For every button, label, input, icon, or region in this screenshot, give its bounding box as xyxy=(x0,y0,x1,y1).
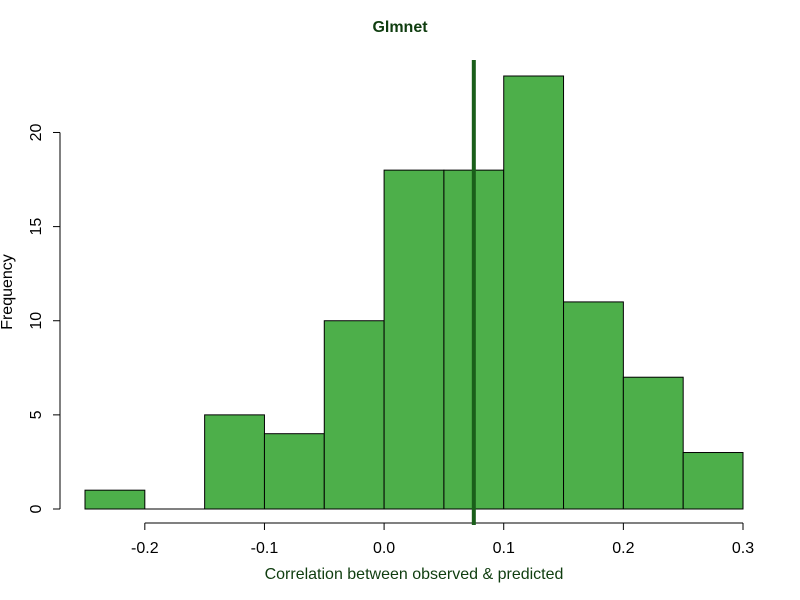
y-tick-label: 5 xyxy=(28,410,45,419)
y-axis: 0 5 10 15 20 xyxy=(28,123,61,513)
chart-title: Glmnet xyxy=(372,19,428,36)
histogram-bar xyxy=(204,414,265,510)
y-tick-label: 0 xyxy=(28,504,45,513)
bars-group xyxy=(84,75,744,510)
x-axis-label: Correlation between observed & predicted xyxy=(264,566,564,583)
x-tick-label: 0.1 xyxy=(493,540,515,557)
histogram-bar xyxy=(84,489,146,510)
histogram-bar xyxy=(622,376,684,510)
x-axis: -0.2 -0.1 0.0 0.1 0.2 0.3 xyxy=(131,522,754,557)
x-tick-label: -0.1 xyxy=(251,540,279,557)
histogram-bar xyxy=(323,320,385,510)
histogram-bar xyxy=(682,452,744,510)
x-tick-label: 0.2 xyxy=(612,540,634,557)
y-tick-label: 20 xyxy=(28,123,45,141)
x-tick-label: 0.3 xyxy=(732,540,754,557)
histogram-bar xyxy=(563,301,624,510)
histogram-bar xyxy=(263,433,325,510)
histogram-bar xyxy=(383,169,445,510)
x-tick-label: -0.2 xyxy=(131,540,159,557)
x-tick-label: 0.0 xyxy=(373,540,395,557)
y-axis-label: Frequency xyxy=(0,254,16,330)
histogram-bar xyxy=(503,75,565,510)
y-tick-label: 15 xyxy=(28,218,45,236)
y-tick-label: 10 xyxy=(28,312,45,330)
